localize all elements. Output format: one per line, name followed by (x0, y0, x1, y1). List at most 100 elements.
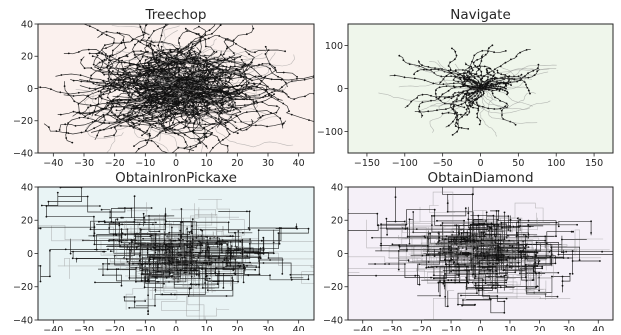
trajectory-point (128, 262, 131, 265)
trajectory-point (182, 97, 185, 100)
trajectory-point (505, 297, 508, 300)
x-tick-label: −30 (74, 325, 94, 331)
trajectory-line (145, 98, 206, 153)
trajectory-point (126, 55, 129, 58)
trajectory-point (477, 68, 480, 71)
trajectory-point (88, 87, 91, 90)
trajectory-point (517, 241, 520, 244)
trajectory-line (210, 81, 297, 99)
trajectory-point (525, 83, 527, 86)
trajectory-point (450, 97, 453, 100)
trajectory-point (544, 239, 547, 242)
trajectory-line (148, 256, 180, 272)
trajectory-point (184, 70, 187, 73)
trajectory-point (491, 44, 494, 47)
trajectory-point (137, 73, 140, 75)
trajectory-point (505, 85, 508, 87)
trajectory-point (147, 99, 150, 102)
trajectory-point (466, 254, 469, 256)
trajectory-point (225, 154, 227, 156)
trajectory-point (447, 89, 450, 92)
trajectory-point (464, 82, 466, 85)
trajectory-point (101, 107, 104, 110)
trajectory-point (133, 296, 136, 298)
y-tick-label: 0 (27, 249, 33, 260)
trajectory-point (87, 106, 89, 109)
trajectory-point (223, 85, 226, 88)
trajectory-point (208, 277, 211, 280)
trajectory-point (526, 243, 528, 246)
trajectory-point (214, 108, 217, 110)
trajectory-point (245, 128, 248, 131)
trajectory-point (207, 81, 210, 84)
trajectory-point (167, 259, 170, 262)
trajectory-point (122, 90, 125, 93)
trajectory-point (131, 39, 133, 42)
trajectory-point (464, 72, 466, 75)
trajectory-point (190, 275, 193, 278)
trajectory-line (525, 231, 574, 260)
trajectory-line (99, 91, 136, 105)
trajectory-point (500, 109, 503, 112)
trajectory-point (116, 72, 119, 75)
trajectory-point (144, 262, 147, 265)
trajectory-point (156, 76, 159, 79)
trajectory-point (435, 96, 438, 99)
trajectory-point (69, 252, 72, 255)
trajectory-point (133, 219, 136, 221)
trajectory-point (442, 282, 445, 285)
y-tick-label: 20 (21, 52, 33, 63)
x-tick-label: 10 (201, 325, 213, 331)
trajectory-line (96, 208, 182, 260)
trajectory-point (220, 53, 222, 56)
x-tick-label: −20 (412, 325, 432, 331)
trajectory-point (230, 73, 233, 76)
trajectory-point (106, 96, 109, 99)
trajectory-line (172, 68, 236, 106)
trajectory-point (388, 263, 390, 265)
trajectory-point (425, 266, 428, 269)
trajectory-point (176, 65, 178, 68)
y-tick-label: −40 (13, 315, 33, 326)
trajectory-line (127, 62, 206, 88)
trajectory-point (453, 86, 456, 89)
trajectory-point (272, 88, 275, 90)
trajectory-point (397, 250, 400, 252)
trajectory-point (185, 82, 188, 84)
trajectory-point (407, 259, 410, 262)
trajectory-point (469, 72, 472, 75)
trajectory-line (191, 232, 259, 262)
trajectory-point (430, 276, 432, 279)
trajectory-point (150, 40, 153, 43)
x-tick-label: 40 (592, 325, 604, 331)
trajectory-point (416, 274, 419, 277)
trajectory-point (494, 68, 496, 71)
trajectory-point (495, 77, 498, 79)
trajectory-point (426, 244, 429, 247)
trajectory-point (184, 141, 187, 143)
trajectory-point (488, 297, 491, 300)
trajectory-point (537, 63, 540, 66)
trajectory-point (470, 78, 472, 81)
trajectory-point (170, 112, 172, 115)
trajectory-point (503, 311, 506, 314)
trajectory-point (205, 136, 208, 139)
trajectory-point (177, 47, 179, 50)
trajectory-point (447, 279, 450, 282)
trajectory-point (123, 61, 126, 64)
trajectory-point (516, 231, 518, 234)
trajectory-point (476, 89, 479, 91)
trajectory-point (253, 89, 256, 92)
trajectory-line (85, 95, 188, 139)
trajectory-point (205, 56, 207, 59)
trajectory-point (102, 87, 105, 90)
trajectory-point (109, 54, 112, 57)
trajectory-point (469, 101, 472, 103)
trajectory-point (120, 228, 123, 231)
trajectory-line (138, 233, 192, 271)
trajectory-point (519, 256, 522, 259)
trajectory-point (91, 55, 94, 58)
trajectory-point (190, 112, 192, 115)
trajectory-point (267, 49, 270, 51)
trajectory-point (199, 58, 202, 60)
